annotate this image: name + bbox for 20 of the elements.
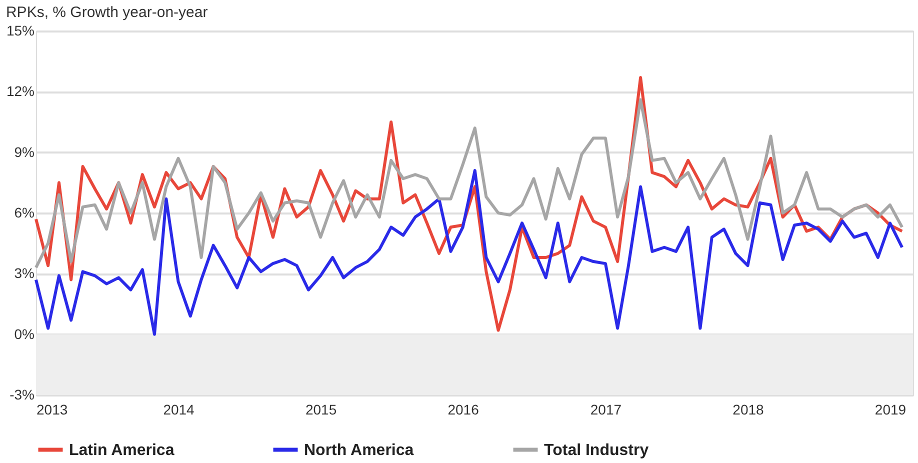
y-tick-label: 9% <box>14 144 34 160</box>
x-tick-label: 2016 <box>448 402 480 418</box>
y-tick-label: -3% <box>10 386 34 402</box>
y-tick-label: 0% <box>14 326 34 342</box>
y-tick-label: 6% <box>14 204 34 220</box>
chart-title: RPKs, % Growth year-on-year <box>6 4 208 21</box>
legend-label: North America <box>304 442 414 459</box>
y-tick-label: 3% <box>14 265 34 282</box>
line-series <box>34 98 904 270</box>
x-tick-label: 2018 <box>732 402 764 418</box>
legend-label: Total Industry <box>544 442 649 459</box>
y-tick-label: 12% <box>6 83 34 100</box>
x-tick-label: 2014 <box>163 402 195 418</box>
x-tick-label: 2019 <box>874 402 906 418</box>
x-tick-label: 2013 <box>36 402 68 418</box>
x-tick-label: 2015 <box>305 402 337 418</box>
x-tick-label: 2017 <box>590 402 622 418</box>
line-series <box>34 169 904 336</box>
y-tick-label: 15% <box>6 22 34 38</box>
legend-label: Latin America <box>69 442 174 459</box>
